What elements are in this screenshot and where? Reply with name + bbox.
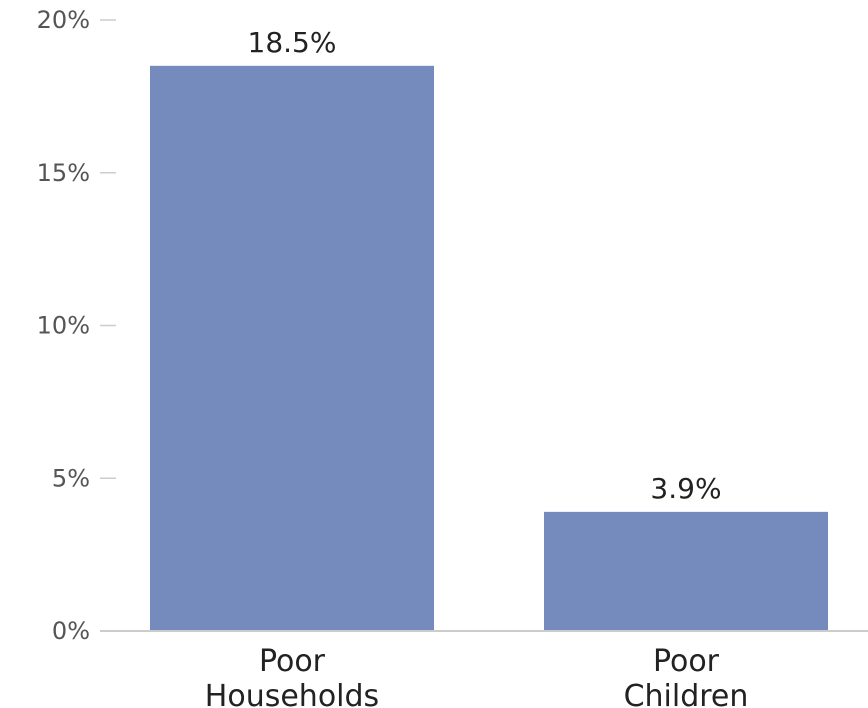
- category-label: Poor: [259, 644, 326, 679]
- y-tick-label: 15%: [37, 159, 90, 187]
- data-labels: 18.5% 3.9%: [248, 26, 722, 505]
- bar-value-label: 18.5%: [248, 26, 337, 59]
- y-tick-label: 5%: [52, 464, 90, 492]
- category-label: Poor: [653, 644, 720, 679]
- category-label: Children: [624, 679, 749, 708]
- y-axis: 0% 5% 10% 15% 20%: [37, 6, 116, 645]
- bars: [150, 65, 828, 631]
- bar-value-label: 3.9%: [650, 472, 721, 505]
- y-tick-label: 0%: [52, 617, 90, 645]
- y-tick-label: 20%: [37, 6, 90, 34]
- bar: [544, 511, 828, 631]
- y-tick-label: 10%: [37, 312, 90, 340]
- category-label: Households: [205, 679, 379, 708]
- bar: [150, 65, 434, 631]
